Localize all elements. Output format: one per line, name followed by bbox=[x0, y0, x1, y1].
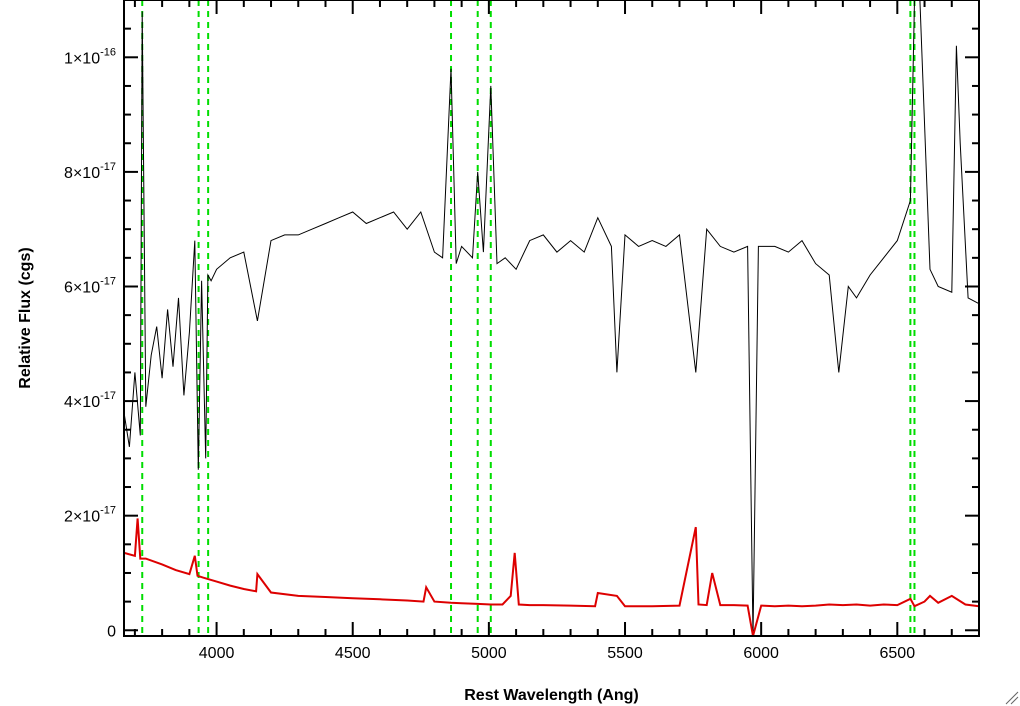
y-axis: 02×10-174×10-176×10-178×10-171×10-16 bbox=[64, 0, 979, 640]
y-tick-mantissa: 0 bbox=[107, 623, 116, 640]
plot-area bbox=[124, 0, 979, 636]
x-tick-label: 6000 bbox=[743, 645, 779, 662]
resize-grip-icon[interactable] bbox=[1005, 691, 1019, 705]
y-tick-mantissa: 8×10 bbox=[64, 165, 100, 182]
y-tick-exponent: -17 bbox=[100, 505, 116, 517]
y-tick-mantissa: 1×10 bbox=[64, 50, 100, 67]
x-tick-label: 6500 bbox=[880, 645, 916, 662]
x-axis: 4000 4500 5000 5500 6000 6500 bbox=[133, 0, 980, 662]
x-tick-label: 5500 bbox=[607, 645, 643, 662]
series-error-line bbox=[124, 518, 979, 636]
y-tick-mantissa: 4×10 bbox=[64, 394, 100, 411]
y-tick-mantissa: 2×10 bbox=[64, 509, 100, 526]
y-tick-exponent: -16 bbox=[100, 46, 116, 58]
series-flux-line bbox=[124, 0, 979, 636]
y-tick-label: 6×10-17 bbox=[64, 275, 116, 296]
y-tick-exponent: -17 bbox=[100, 161, 116, 173]
x-tick-label: 4500 bbox=[335, 645, 371, 662]
y-tick-label: 2×10-17 bbox=[64, 505, 116, 526]
y-tick-label: 1×10-16 bbox=[64, 46, 116, 67]
x-tick-label: 4000 bbox=[199, 645, 235, 662]
plot-frame bbox=[123, 0, 980, 637]
y-tick-exponent: -17 bbox=[100, 275, 116, 287]
y-tick-mantissa: 6×10 bbox=[64, 279, 100, 296]
y-tick-label: 4×10-17 bbox=[64, 390, 116, 411]
y-tick-exponent: -17 bbox=[100, 390, 116, 402]
x-tick-label: 5000 bbox=[471, 645, 507, 662]
y-axis-title: Relative Flux (cgs) bbox=[17, 247, 34, 388]
x-axis-title: Rest Wavelength (Ang) bbox=[464, 687, 639, 704]
y-tick-label: 0 bbox=[107, 623, 116, 640]
y-tick-label: 8×10-17 bbox=[64, 161, 116, 182]
